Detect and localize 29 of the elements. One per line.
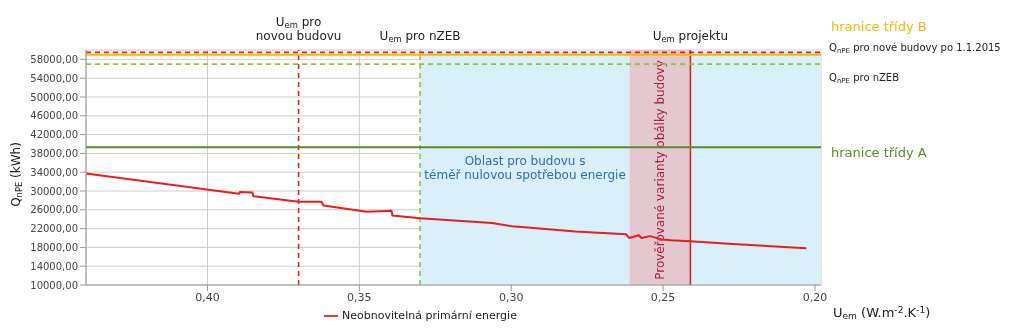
ref-line-label: Q$_{nPE}$ pro nové budovy po 1.1.2015 [829, 42, 1001, 56]
band-label: Oblast pro budovu s téměř nulovou spotřebou energie [424, 154, 626, 183]
x-tick-label: 0,25 [650, 290, 676, 304]
ref-line-label: U$_{em}$ pro nZEB [379, 29, 461, 44]
y-tick-label: 54000,00 [30, 72, 78, 84]
y-tick-label: 30000,00 [30, 185, 78, 197]
y-tick-label: 38000,00 [30, 147, 78, 159]
legend-label: Neobnovitelná primární energie [342, 309, 517, 322]
y-tick-label: 34000,00 [30, 166, 78, 178]
band-label: Prověřované varianty obálky budovy [653, 60, 668, 280]
y-tick-label: 14000,00 [30, 260, 78, 272]
ref-line-label: hranice třídy B [831, 18, 927, 34]
y-tick-label: 50000,00 [30, 91, 78, 103]
y-tick-label: 42000,00 [30, 129, 78, 141]
x-tick-label: 0,35 [347, 290, 372, 304]
y-tick-label: 46000,00 [30, 110, 78, 122]
y-tick-label: 10000,00 [30, 279, 78, 291]
y-tick-label: 18000,00 [30, 241, 78, 253]
y-tick-label: 26000,00 [30, 204, 78, 216]
ref-line-label: U$_{em}$ projektu [652, 29, 729, 44]
ref-line-label: U$_{em}$ pro novou budovu [255, 15, 342, 44]
y-tick-label: 22000,00 [30, 223, 78, 235]
x-tick-label: 0,40 [195, 290, 220, 304]
ref-line-label: Q$_{nPE}$ pro nZEB [829, 72, 900, 85]
x-tick-label: 0,20 [802, 290, 828, 304]
ref-line-label: hranice třídy A [831, 145, 927, 161]
x-axis-title: U$_{em}$ (W.m$^{-2}$.K$^{-1}$) [833, 305, 931, 322]
x-tick-label: 0,30 [498, 290, 524, 304]
y-tick-label: 58000,00 [30, 53, 78, 65]
